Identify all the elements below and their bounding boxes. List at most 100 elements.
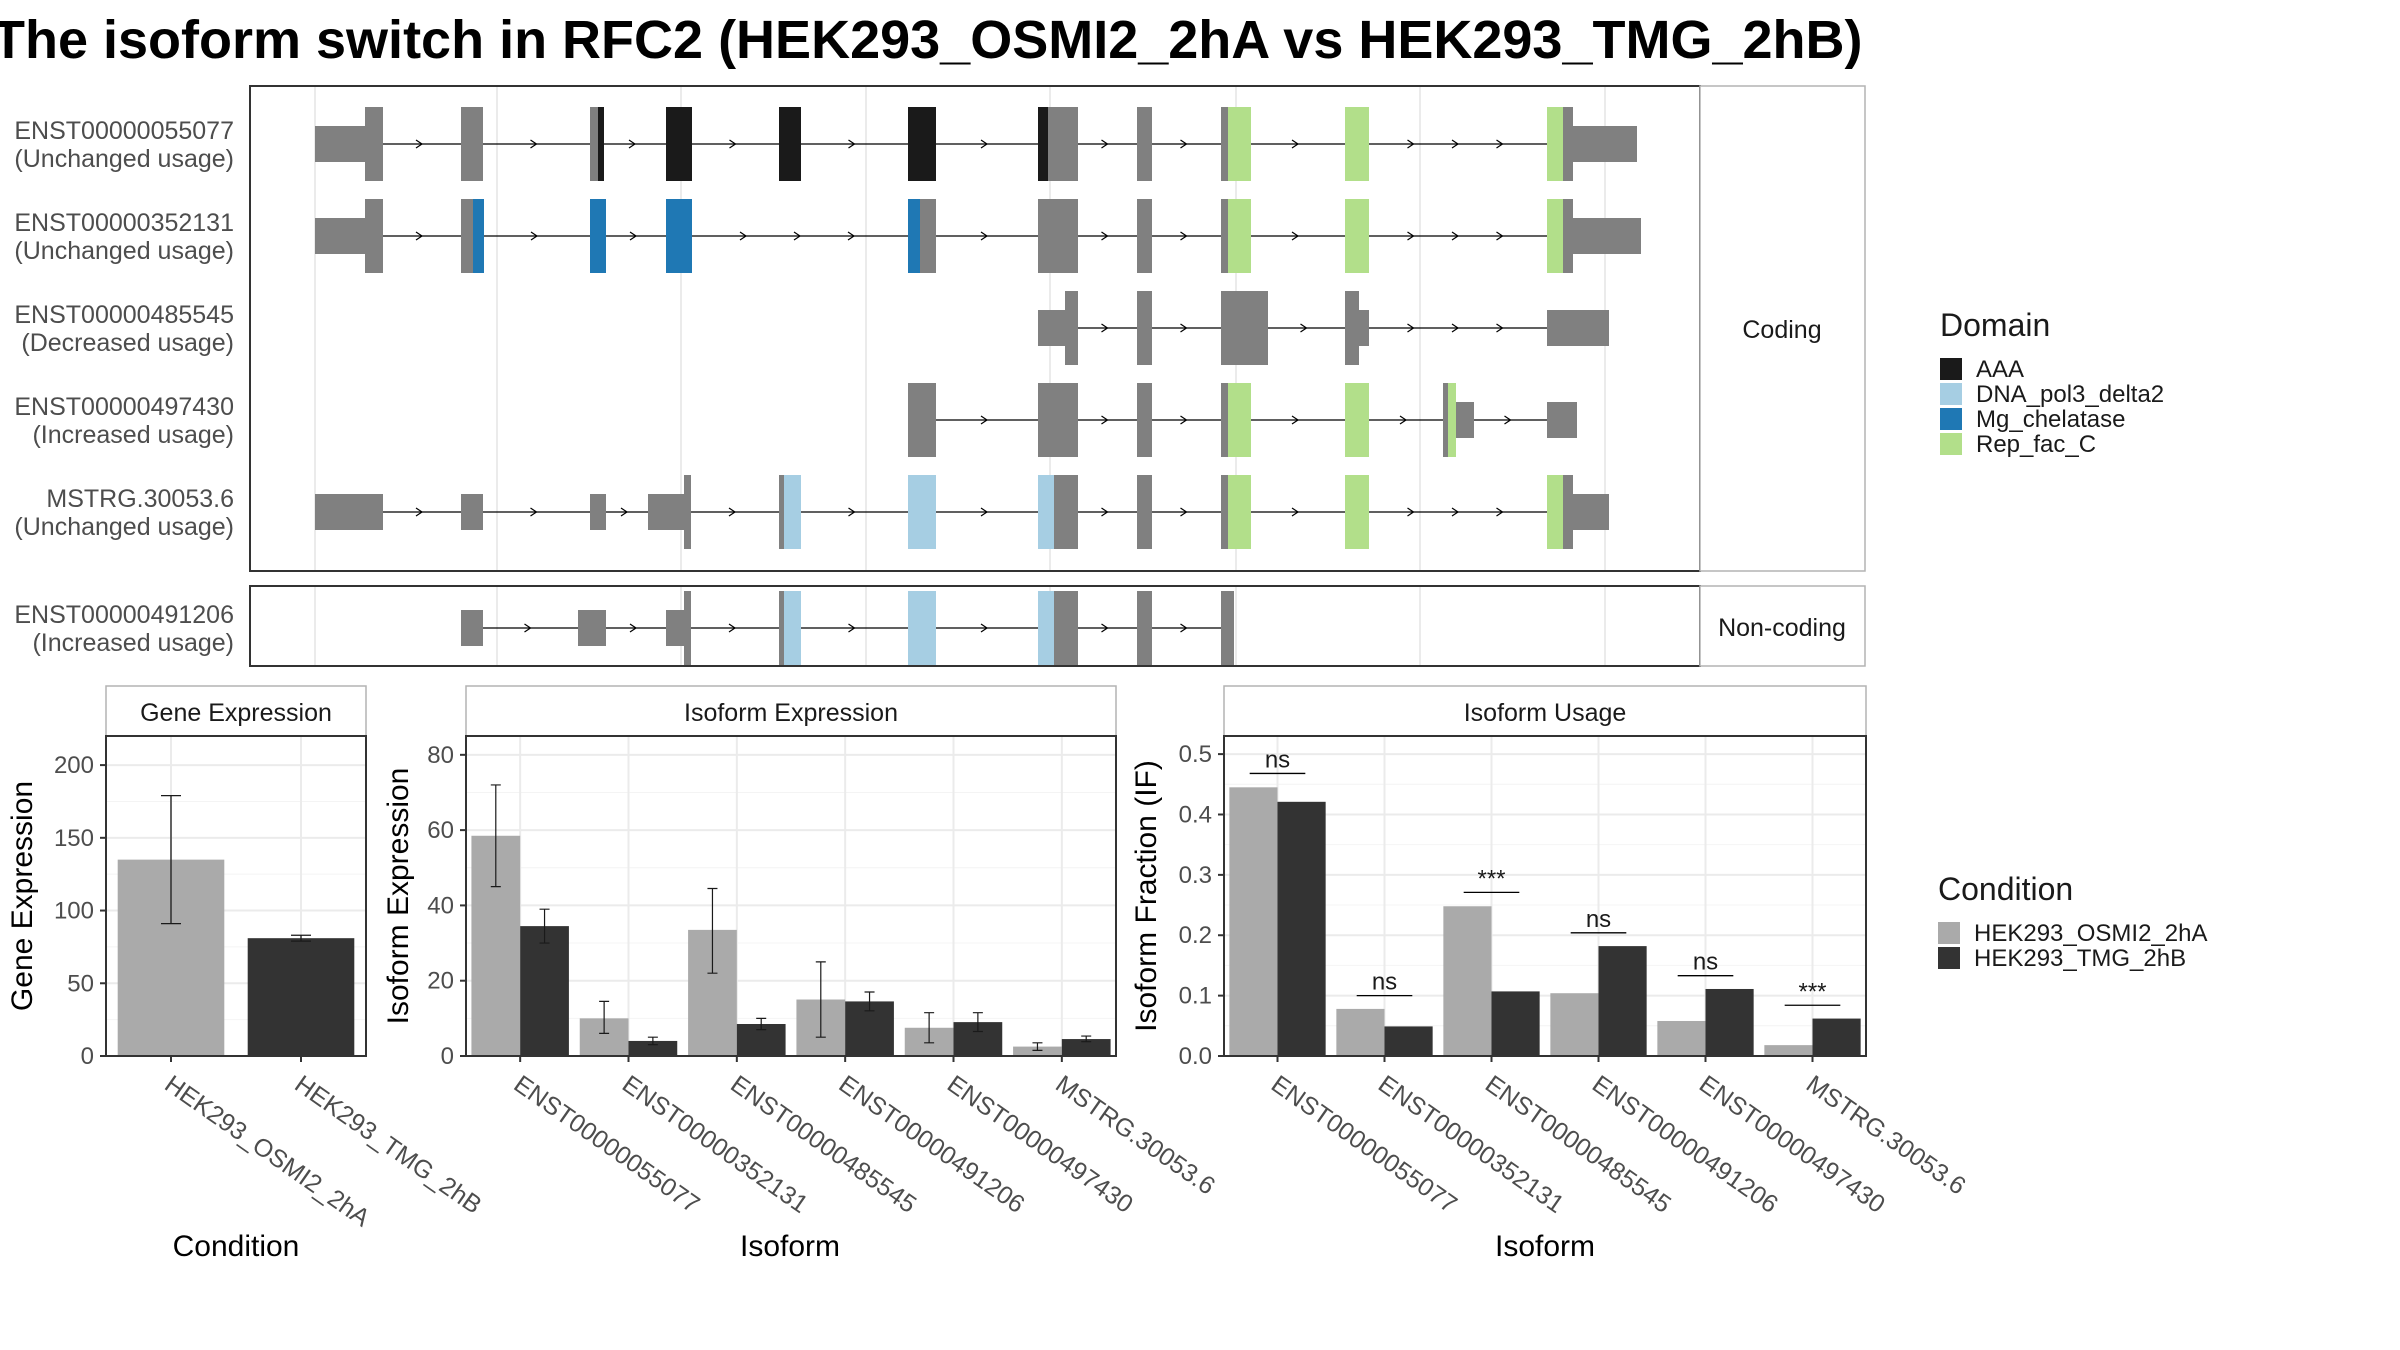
intron-arrow [1101,139,1109,149]
domain-exon [598,107,604,181]
bar-ENST00000352131-HEK293_TMG_2hB [628,1040,678,1056]
transcript-id-label: ENST00000055077 [14,117,234,145]
bar-ENST00000497430-HEK293_TMG_2hB [1705,988,1754,1056]
intron-arrow [1407,231,1415,241]
y-tick-label: 200 [54,752,94,779]
domain-legend-title: Domain [1940,307,2050,343]
y-tick-label: 0.0 [1179,1043,1212,1070]
domain-exon [666,199,692,273]
domain-exon [1448,383,1456,457]
domain-exon [666,107,692,181]
condition-legend-swatch-cond2 [1938,947,1960,969]
intron-arrow [415,231,424,241]
transcript-id-label: MSTRG.30053.6 [46,485,234,513]
exon [1345,291,1359,365]
domain-exon [1547,199,1563,273]
transcript-row-ENST00000485545: ENST00000485545(Decreased usage) [14,291,1609,365]
y-axis-title: Isoform Expression [382,768,415,1025]
intron-arrow [530,139,538,149]
intron-arrow [1407,507,1415,517]
x-axis-title: Isoform [740,1230,840,1263]
bar-ENST00000497430-HEK293_OSMI2_2hA [1657,1020,1706,1056]
error-bar [1032,1042,1043,1051]
exon [1137,291,1152,365]
y-tick-label: 0.4 [1179,801,1212,828]
transcript-row-ENST00000055077: ENST00000055077(Unchanged usage) [14,107,1637,181]
y-tick-label: 0 [441,1043,454,1070]
intron-arrow [1496,231,1504,241]
coding-strip [1699,85,1866,572]
intron-arrow [728,507,737,517]
x-tick-label: ENST00000497430 [942,1070,1138,1219]
x-tick-label: ENST00000485545 [725,1070,921,1219]
exon [1573,218,1641,254]
intron-arrow [1451,231,1460,241]
y-tick-label: 40 [427,892,454,919]
exon [1137,383,1152,457]
intron-arrow [729,139,737,149]
error-bar [815,961,826,1038]
intron-arrow [728,623,737,633]
bar-ENST00000352131-HEK293_TMG_2hB [1384,1026,1433,1056]
exon [461,494,483,530]
intron-arrow [1496,323,1504,333]
intron-arrow [980,623,989,633]
exon [365,199,383,273]
plot-border [465,735,1117,1057]
intron-arrow [1180,323,1188,333]
significance-label: *** [1477,865,1505,892]
y-axis-title: Gene Expression [6,781,39,1011]
intron-arrow [980,507,989,517]
exon [1221,199,1228,273]
x-tick-label: ENST00000352131 [1373,1070,1569,1219]
x-tick-label: ENST00000497430 [1694,1070,1890,1219]
domain-exon [1228,383,1251,457]
transcript-usage-label: (Increased usage) [32,421,234,449]
chart-1: Isoform Expression 0 20 40 60 80 ENST000000550… [382,685,1220,1263]
transcript-usage-label: (Unchanged usage) [14,145,234,173]
chart-title: Gene Expression [140,699,332,727]
exon [779,591,784,665]
intron-arrow [415,507,424,517]
transcript-row-MSTRG.30053.6: MSTRG.30053.6(Unchanged usage) [14,475,1609,549]
y-tick-label: 20 [427,968,454,995]
y-tick-label: 0.1 [1179,983,1212,1010]
exon [461,610,483,646]
significance-label: ns [1586,906,1611,933]
bar-ENST00000352131-HEK293_OSMI2_2hA [1336,1008,1385,1056]
intron-arrow [1291,139,1300,149]
exon [1359,310,1369,346]
error-bar [539,908,550,944]
x-tick-label: ENST00000491206 [1587,1070,1783,1219]
plot-area [1224,736,1866,1056]
error-bar [1081,1035,1092,1043]
exon [1221,107,1228,181]
domain-exon [908,475,936,549]
intron-arrow [848,139,856,149]
domain-exon [1345,383,1369,457]
intron-arrow [1101,231,1109,241]
y-tick-label: 50 [67,970,94,997]
transcript-usage-label: (Unchanged usage) [14,237,234,265]
exon [1563,107,1573,181]
bar-ENST00000055077-HEK293_OSMI2_2hA [1229,787,1278,1056]
intron-arrow [1291,415,1300,425]
bar-MSTRG.30053.6-HEK293_OSMI2_2hA [1013,1046,1062,1056]
noncoding-strip-label: Non-coding [1718,614,1846,642]
domain-exon [779,107,801,181]
intron-arrow [1291,507,1300,517]
exon [461,107,483,181]
domain-exon [1038,591,1054,665]
exon [1563,199,1573,273]
intron-arrow [1496,139,1504,149]
error-bar [924,1012,935,1044]
plot-area [466,736,1116,1056]
y-tick-label: 80 [427,742,454,769]
intron-arrow [980,139,989,149]
intron-arrow [848,507,856,517]
noncoding-strip [1699,585,1866,667]
intron-arrow [415,139,424,149]
intron-arrow [739,231,748,241]
intron-arrow [1399,415,1408,425]
plot-border [1223,735,1867,1057]
